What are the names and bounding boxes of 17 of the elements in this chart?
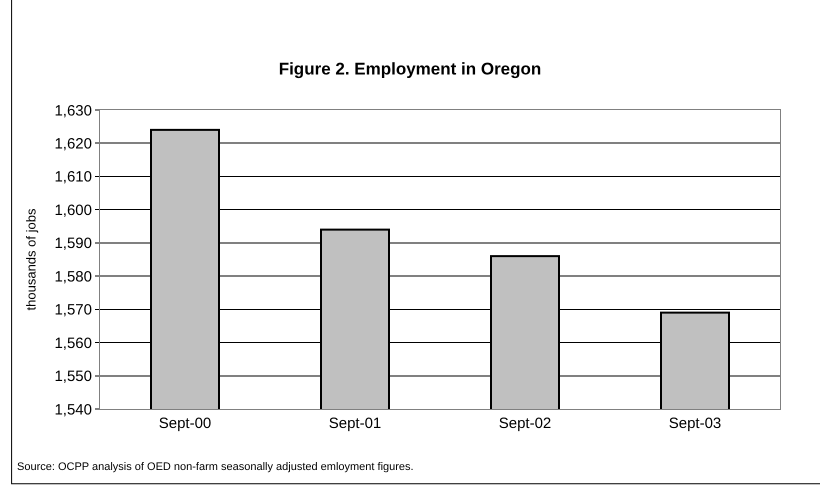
- x-tick-label: Sept-01: [328, 415, 382, 432]
- y-axis-title: thousands of jobs: [23, 208, 38, 310]
- y-tick-label: 1,550: [54, 368, 92, 386]
- y-tick-label: 1,620: [54, 135, 92, 152]
- x-tick-label: Sept-00: [158, 415, 212, 432]
- y-tick-label: 1,600: [54, 202, 92, 219]
- y-tick-label: 1,610: [54, 168, 92, 186]
- y-tick-label: 1,540: [54, 401, 92, 418]
- y-tick-label: 1,590: [54, 235, 92, 252]
- source-note: Source: OCPP analysis of OED non-farm seasonally adjusted emloyment figures.: [17, 461, 414, 473]
- y-tick-label: 1,580: [54, 268, 92, 286]
- x-tick-label: Sept-03: [668, 415, 722, 432]
- x-tick-label: Sept-02: [498, 415, 552, 432]
- y-tick-label: 1,560: [54, 334, 92, 352]
- chart-title: Figure 2. Employment in Oregon: [278, 59, 542, 78]
- y-tick-label: 1,570: [54, 302, 92, 319]
- y-tick-label: 1,630: [54, 102, 92, 120]
